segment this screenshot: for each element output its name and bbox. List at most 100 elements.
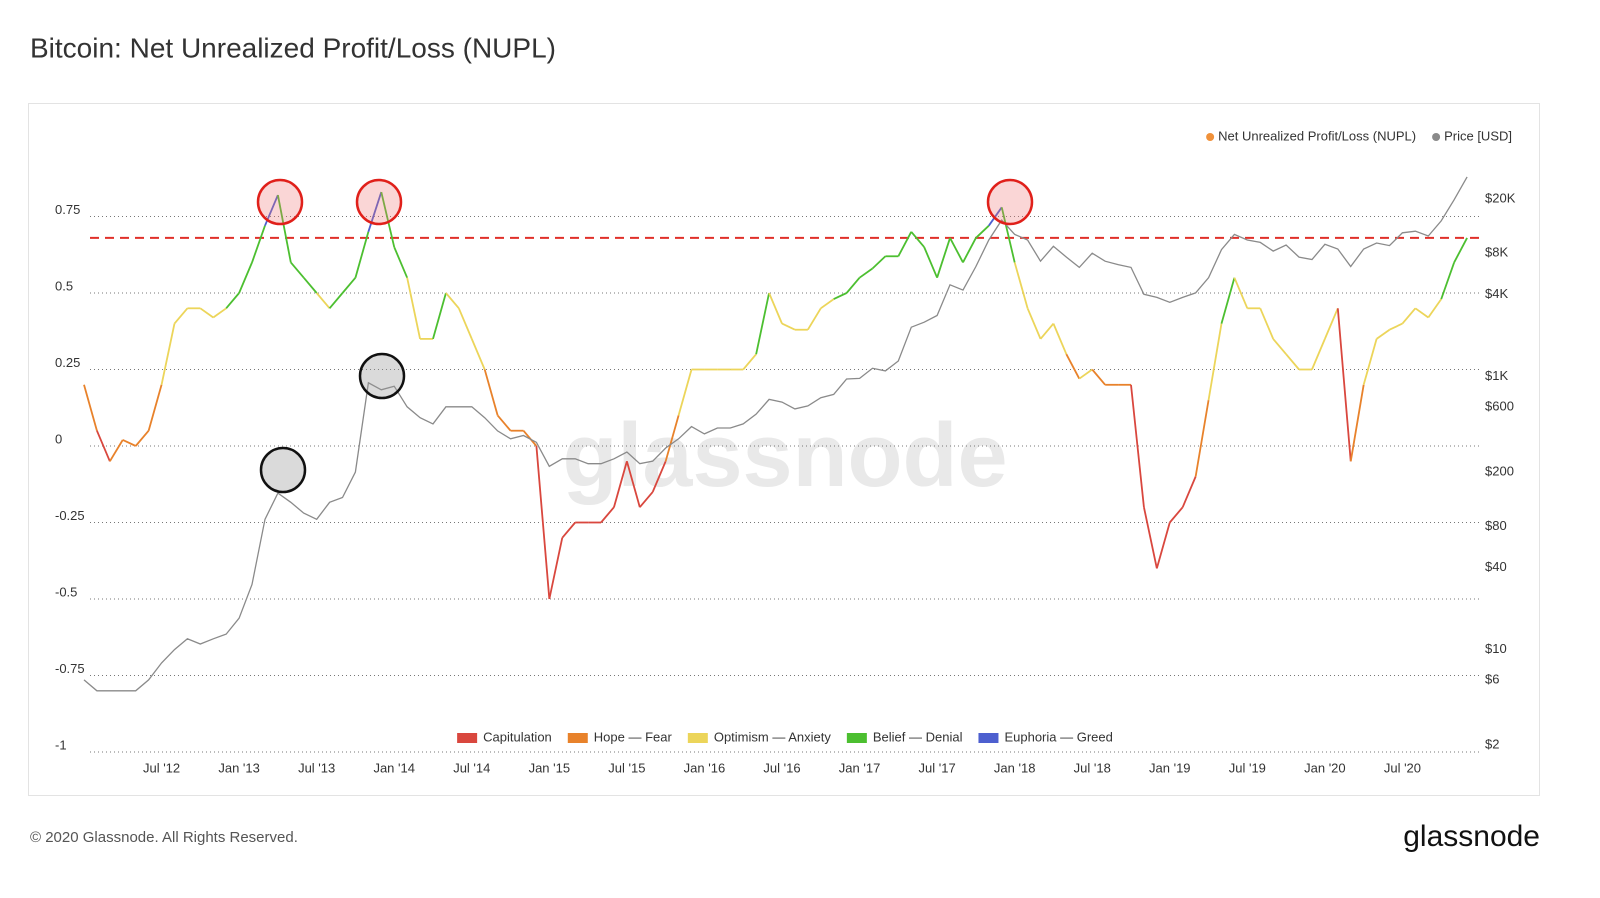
chart-frame <box>28 103 1540 796</box>
nupl-segment <box>406 277 421 340</box>
nupl-segment <box>122 439 137 447</box>
nupl-segment <box>1065 353 1081 380</box>
nupl-segment <box>1362 338 1378 386</box>
y-tick-label: -0.75 <box>55 661 85 676</box>
legend-label: Net Unrealized Profit/Loss (NUPL) <box>1218 128 1416 143</box>
nupl-segment <box>290 261 305 279</box>
nupl-segment <box>781 322 796 331</box>
nupl-segment <box>1013 262 1029 309</box>
nupl-segment <box>626 461 641 508</box>
nupl-segment <box>109 439 124 462</box>
nupl-segment <box>1207 323 1223 401</box>
nupl-segment <box>147 384 163 431</box>
highlight-circle <box>355 178 403 226</box>
zone-legend-swatch <box>687 733 708 743</box>
nupl-segment <box>1336 308 1352 462</box>
nupl-segment <box>1401 307 1417 325</box>
nupl-segment <box>1130 384 1145 508</box>
y2-tick-label: $200 <box>1485 463 1514 478</box>
zone-legend-swatch <box>978 733 999 743</box>
highlight-circle <box>986 178 1034 226</box>
highlight-circle <box>358 352 406 400</box>
nupl-segment <box>135 430 150 447</box>
nupl-segment <box>199 307 214 319</box>
nupl-segment <box>225 292 240 309</box>
nupl-segment <box>445 292 460 309</box>
nupl-segment <box>328 292 344 309</box>
y2-tick-label: $20K <box>1485 190 1516 205</box>
x-tick-label: Jul '17 <box>919 760 956 775</box>
nupl-segment <box>936 237 951 278</box>
legend-marker <box>1206 133 1215 141</box>
nupl-segment <box>639 491 654 508</box>
nupl-segment <box>277 194 292 263</box>
nupl-segment <box>807 307 822 331</box>
x-tick-label: Jan '13 <box>218 760 260 775</box>
nupl-segment <box>975 225 990 239</box>
nupl-segment <box>561 521 576 539</box>
nupl-segment <box>1285 353 1300 371</box>
nupl-segment <box>341 277 357 294</box>
zone-legend-label: Optimism — Anxiety <box>714 729 832 744</box>
x-tick-label: Jul '16 <box>763 760 800 775</box>
y2-tick-label: $8K <box>1485 245 1508 260</box>
y2-tick-label: $10 <box>1485 641 1507 656</box>
x-tick-label: Jul '14 <box>453 760 490 775</box>
nupl-segment <box>315 292 331 309</box>
nupl-segment <box>1039 323 1055 340</box>
y-tick-label: 0.75 <box>55 202 80 217</box>
zone-legend-label: Belief — Denial <box>873 729 963 744</box>
x-tick-label: Jul '15 <box>608 760 645 775</box>
nupl-segment <box>83 384 98 431</box>
nupl-segment <box>755 292 770 355</box>
nupl-segment <box>1000 207 1016 263</box>
nupl-segment <box>910 231 925 248</box>
nupl-segment <box>1324 307 1339 340</box>
x-tick-label: Jan '19 <box>1149 760 1191 775</box>
nupl-segment <box>1052 323 1068 355</box>
nupl-segment <box>470 338 486 370</box>
nupl-segment <box>871 255 887 270</box>
y2-tick-label: $6 <box>1485 671 1499 686</box>
zone-legend-swatch <box>457 733 478 743</box>
nupl-segment <box>1078 368 1093 380</box>
nupl-segment <box>1143 507 1158 569</box>
price-line <box>83 176 1468 692</box>
nupl-segment <box>897 231 913 257</box>
nupl-segment <box>664 415 680 462</box>
nupl-segment <box>548 537 564 600</box>
annotations <box>256 178 1034 494</box>
nupl-segment <box>1026 307 1042 340</box>
nupl-segment <box>212 307 227 319</box>
nupl-segment <box>845 277 861 294</box>
y-tick-label: -0.5 <box>55 584 77 599</box>
legend-marker <box>1432 133 1441 141</box>
nupl-segment <box>1414 307 1429 319</box>
nupl-segment <box>1169 506 1184 524</box>
zone-legend-label: Euphoria — Greed <box>1004 729 1112 744</box>
nupl-segment <box>354 231 370 278</box>
nupl-segment <box>1389 322 1403 331</box>
nupl-segment <box>238 262 253 294</box>
footer: © 2020 Glassnode. All Rights Reserved. <box>30 829 298 846</box>
nupl-segment <box>303 277 318 294</box>
nupl-segment <box>1349 384 1365 462</box>
nupl-segment <box>1155 522 1171 569</box>
nupl-segment <box>742 353 757 371</box>
x-tick-label: Jul '18 <box>1074 760 1111 775</box>
nupl-segment <box>923 246 938 279</box>
nupl-segment <box>483 369 499 416</box>
y-tick-label: -0.25 <box>55 508 85 523</box>
nupl-segment <box>768 292 783 324</box>
nupl-segment <box>600 506 615 524</box>
nupl-segment <box>859 267 874 279</box>
nupl-segment <box>962 237 977 263</box>
x-tick-label: Jan '18 <box>994 760 1036 775</box>
y2-tick-label: $600 <box>1485 398 1514 413</box>
y-tick-label: 0.25 <box>55 355 80 370</box>
zone-legend-label: Hope — Fear <box>594 729 673 744</box>
highlight-circle <box>259 446 307 494</box>
nupl-segment <box>458 307 473 340</box>
nupl-segment <box>173 307 189 325</box>
